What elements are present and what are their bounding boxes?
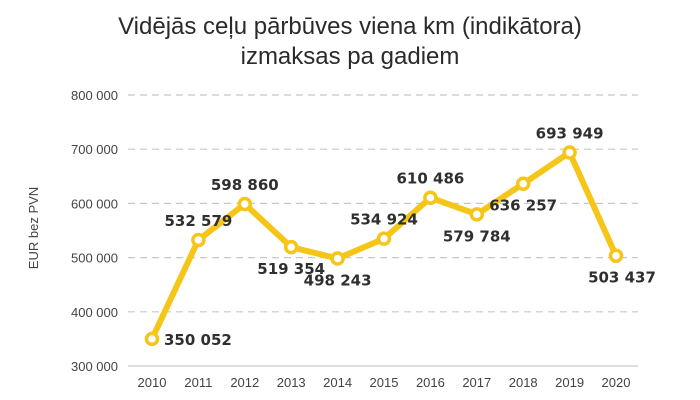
data-points <box>144 145 624 347</box>
x-tick-label: 2010 <box>138 375 167 390</box>
data-point <box>469 207 485 222</box>
data-label: 532 579 <box>164 212 232 230</box>
data-label: 610 486 <box>396 170 464 188</box>
data-label: 636 257 <box>489 197 557 215</box>
x-tick-label: 2017 <box>462 375 491 390</box>
chart-title-line-2: izmaksas pa gadiem <box>240 43 460 70</box>
data-label: 534 924 <box>350 211 418 229</box>
data-point <box>562 145 577 160</box>
x-tick-label: 2014 <box>323 375 352 390</box>
x-tick-label: 2015 <box>370 375 399 390</box>
y-axis-label: EUR bez PVN <box>26 187 41 269</box>
data-point <box>283 239 299 255</box>
data-label: 579 784 <box>443 227 511 245</box>
data-label: 693 949 <box>536 124 604 142</box>
data-label: 503 437 <box>588 269 656 287</box>
x-tick-label: 2011 <box>184 375 212 390</box>
chart-title-line-1: Vidējās ceļu pārbūves viena km (indikāto… <box>118 13 582 40</box>
data-point <box>608 248 624 263</box>
y-tick-label: 500 000 <box>71 251 118 266</box>
data-point <box>191 232 206 248</box>
y-tick-label: 600 000 <box>71 196 118 211</box>
data-label: 350 052 <box>164 331 232 349</box>
data-point <box>237 196 253 212</box>
grid-lines <box>128 94 638 313</box>
x-tick-label: 2020 <box>602 375 631 390</box>
data-point <box>423 190 438 205</box>
y-tick-label: 400 000 <box>71 305 118 320</box>
x-tick-label: 2018 <box>509 375 538 390</box>
y-tick-label: 700 000 <box>71 142 118 157</box>
data-point <box>515 176 531 191</box>
x-tick-label: 2019 <box>555 375 584 390</box>
data-label: 598 860 <box>211 176 279 194</box>
y-tick-label: 300 000 <box>71 359 118 374</box>
data-point <box>376 231 392 246</box>
data-point <box>330 251 345 266</box>
x-axis: 2010 2011 2012 2013 2014 2015 2016 2017 2018 2019… <box>138 375 631 390</box>
y-tick-label: 800 000 <box>71 88 118 103</box>
x-tick-label: 2012 <box>230 375 259 390</box>
data-point <box>144 331 160 347</box>
x-tick-label: 2016 <box>416 375 445 390</box>
data-label: 519 354 <box>257 260 325 278</box>
data-label: 498 243 <box>304 272 372 290</box>
y-axis: 300 000 400 000 500 000 600 000 700 000 800 0… <box>71 88 118 374</box>
chart-title: Vidējās ceļu pārbūves viena km (indikāto… <box>0 12 700 72</box>
x-tick-label: 2013 <box>277 375 306 390</box>
